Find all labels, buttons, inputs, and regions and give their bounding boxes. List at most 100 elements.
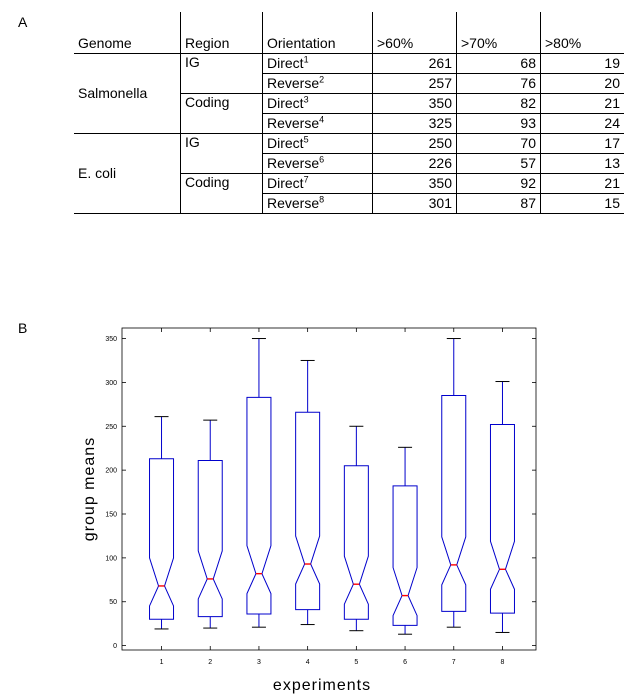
box-2 — [197, 419, 223, 629]
orientation-superscript: 4 — [319, 114, 325, 125]
notched-box — [489, 424, 515, 614]
y-tick-label: 0 — [113, 643, 117, 650]
value-cell-v70: 70 — [456, 133, 541, 154]
value-cell-v80: 21 — [540, 93, 624, 114]
notched-box — [343, 465, 369, 620]
box-4 — [295, 359, 321, 626]
orientation-cell: Direct1 — [262, 53, 373, 74]
x-tick-label: 7 — [452, 659, 456, 666]
value-cell-v60: 350 — [372, 173, 457, 194]
region-cell: IG — [180, 133, 263, 174]
orientation-cell: Direct5 — [262, 133, 373, 154]
table-row: Reverse8 301 87 15 — [74, 193, 624, 214]
x-tick-label: 4 — [306, 659, 310, 666]
orientation-cell: Direct3 — [262, 93, 373, 114]
orientation-text: Reverse — [267, 155, 320, 171]
y-tick-label: 150 — [105, 512, 117, 519]
header-cell: Orientation — [262, 12, 373, 54]
header-cell: >60% — [372, 12, 457, 54]
value-cell-v60: 301 — [372, 193, 457, 214]
table-row: E. coli IG Direct5 250 70 17 — [74, 133, 624, 214]
value-cell-v70: 87 — [456, 193, 541, 214]
value-cell-v80: 20 — [540, 73, 624, 94]
orientation-cell: Reverse2 — [262, 73, 373, 94]
notched-box — [295, 411, 321, 611]
table-row: Reverse4 325 93 24 — [74, 113, 624, 134]
value-cell-v70: 68 — [456, 53, 541, 74]
notched-box — [246, 396, 272, 615]
genome-cell: E. coli — [74, 133, 181, 214]
orientation-text: Direct — [267, 55, 304, 71]
region-cell: Coding — [180, 173, 263, 214]
value-cell-v70: 82 — [456, 93, 541, 114]
value-cell-v70: 93 — [456, 113, 541, 134]
orientation-superscript: 7 — [303, 174, 309, 185]
value-cell-v80: 19 — [540, 53, 624, 74]
box-5 — [343, 425, 369, 632]
value-cell-v80: 17 — [540, 133, 624, 154]
value-cell-v60: 325 — [372, 113, 457, 134]
notched-box — [149, 458, 175, 620]
value-cell-v80: 13 — [540, 153, 624, 174]
orientation-cell: Reverse8 — [262, 193, 373, 214]
y-tick-label: 100 — [105, 555, 117, 562]
y-tick-label: 250 — [105, 424, 117, 431]
panel-a-label: A — [18, 14, 28, 30]
x-tick-label: 1 — [160, 659, 164, 666]
x-axis-label: experiments — [273, 677, 371, 694]
table-row: Reverse2 257 76 20 — [74, 73, 624, 94]
orientation-text: Direct — [267, 95, 304, 111]
box-3 — [246, 338, 272, 628]
table-row: Coding Direct3 350 82 21 — [74, 93, 624, 134]
region-cell: IG — [180, 53, 263, 94]
box-7 — [441, 338, 467, 628]
boxplot-chart: 0 50 100 150 200 250 300 350 1 2 3 4 5 6 7 8 group mean… — [81, 327, 537, 694]
orientation-superscript: 6 — [319, 154, 325, 165]
panel-b-label: B — [18, 320, 28, 336]
y-tick-label: 50 — [109, 599, 117, 606]
orientation-text: Reverse — [267, 195, 320, 211]
orientation-text: Reverse — [267, 75, 320, 91]
header-cell: >80% — [540, 12, 624, 54]
header-cell: Region — [180, 12, 263, 54]
value-cell-v70: 76 — [456, 73, 541, 94]
box-8 — [489, 381, 515, 633]
orientation-superscript: 2 — [319, 74, 325, 85]
orientation-text: Direct — [267, 135, 304, 151]
y-axis-label: group means — [81, 437, 98, 541]
box-1 — [149, 416, 175, 630]
notched-box — [392, 485, 418, 626]
value-cell-v60: 250 — [372, 133, 457, 154]
x-tick-label: 8 — [501, 659, 505, 666]
orientation-cell: Reverse6 — [262, 153, 373, 174]
x-tick-label: 2 — [208, 659, 212, 666]
orientation-superscript: 8 — [319, 194, 325, 205]
notched-box — [197, 459, 223, 618]
orientation-superscript: 1 — [303, 54, 309, 65]
value-cell-v80: 24 — [540, 113, 624, 134]
results-table: Genome Region Orientation >60% >70% >80% Salmo… — [74, 12, 624, 214]
header-cell: Genome — [74, 12, 181, 54]
table-header-row: Genome Region Orientation >60% >70% >80% — [74, 12, 624, 54]
y-tick-label: 300 — [105, 380, 117, 387]
header-cell: >70% — [456, 12, 541, 54]
genome-cell: Salmonella — [74, 53, 181, 134]
value-cell-v60: 257 — [372, 73, 457, 94]
notched-box — [441, 395, 467, 612]
orientation-cell: Reverse4 — [262, 113, 373, 134]
orientation-text: Reverse — [267, 115, 320, 131]
value-cell-v80: 21 — [540, 173, 624, 194]
table-row: Salmonella IG Direct1 261 68 19 — [74, 53, 624, 134]
orientation-cell: Direct7 — [262, 173, 373, 194]
orientation-text: Direct — [267, 175, 304, 191]
value-cell-v60: 261 — [372, 53, 457, 74]
x-tick-label: 3 — [257, 659, 261, 666]
value-cell-v70: 92 — [456, 173, 541, 194]
box-6 — [392, 446, 418, 635]
x-tick-label: 5 — [354, 659, 358, 666]
x-tick-label: 6 — [403, 659, 407, 666]
y-tick-label: 350 — [105, 336, 117, 343]
value-cell-v70: 57 — [456, 153, 541, 174]
y-tick-label: 200 — [105, 468, 117, 475]
value-cell-v80: 15 — [540, 193, 624, 214]
